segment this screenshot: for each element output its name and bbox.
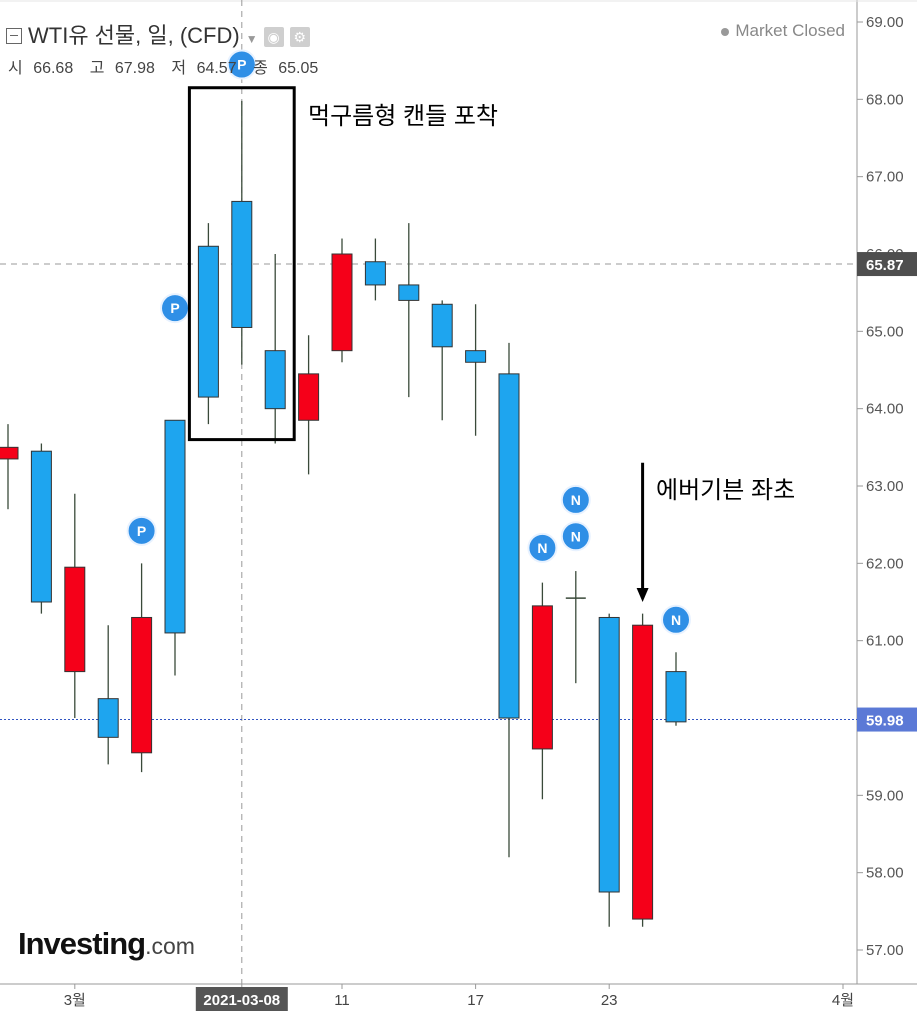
y-tick-label: 62.00: [866, 555, 904, 572]
ohlc-close: 종 65.05: [253, 60, 319, 77]
crosshair-price-label: 65.87: [866, 257, 904, 274]
candle-up: [465, 350, 487, 363]
candle-up: [231, 200, 253, 328]
status-dot-icon: [721, 27, 730, 36]
y-tick-label: 61.00: [866, 633, 904, 650]
candle-up: [364, 261, 386, 286]
candle-up: [598, 616, 620, 893]
candle-up: [431, 303, 453, 348]
investing-logo: Investing.com: [18, 926, 195, 961]
news-marker-letter: P: [137, 523, 146, 539]
candle-down: [131, 616, 153, 754]
y-tick-label: 63.00: [866, 478, 904, 495]
x-tick-label: 11: [334, 992, 350, 1009]
news-marker-letter: P: [170, 300, 179, 316]
last-price-badge: [857, 707, 917, 732]
y-tick-label: 59.00: [866, 787, 904, 804]
news-marker-letter: N: [537, 540, 547, 556]
candle-down: [632, 624, 654, 920]
x-tick-label: 2021-03-08: [203, 992, 280, 1009]
annotation-arrow-head: [636, 588, 649, 602]
last-price-label: 59.98: [866, 713, 904, 730]
x-tick-label: 23: [601, 992, 618, 1009]
box-annotation-label: 먹구름형 캔들 포착: [308, 103, 498, 130]
candle-up: [197, 245, 219, 398]
y-tick-label: 69.00: [866, 14, 904, 31]
x-tick-label: 4월: [832, 992, 854, 1009]
news-marker-letter: N: [671, 612, 681, 628]
highlight-box: [187, 86, 296, 442]
candle-up: [97, 698, 119, 738]
candle-up: [30, 450, 52, 603]
x-tick-label: 17: [467, 992, 484, 1009]
y-tick-label: 67.00: [866, 169, 904, 186]
y-tick-label: 57.00: [866, 942, 904, 959]
ohlc-low: 저 64.57: [171, 60, 237, 77]
candle-up: [164, 419, 186, 634]
y-tick-label: 65.00: [866, 323, 904, 340]
candle-up: [498, 373, 520, 719]
news-marker-icon[interactable]: [661, 604, 691, 635]
candle-up: [665, 671, 687, 723]
candle-up: [398, 284, 420, 301]
x-tick-label: 3월: [64, 992, 86, 1009]
ohlc-open: 시 66.68: [8, 60, 74, 77]
y-tick-label: 68.00: [866, 91, 904, 108]
news-marker-icon[interactable]: [560, 521, 591, 552]
candle-up: [264, 350, 286, 410]
settings-gear-icon[interactable]: ⚙: [289, 27, 310, 48]
instrument-title: WTI유 선물, 일, (CFD): [28, 23, 240, 48]
news-marker-icon[interactable]: [226, 49, 257, 80]
ohlc-high: 고 67.98: [89, 60, 155, 77]
candle-down: [531, 605, 553, 750]
dropdown-caret-icon[interactable]: ▼: [245, 32, 258, 46]
news-marker-icon[interactable]: [527, 532, 558, 563]
crosshair-price-badge: [857, 252, 917, 277]
ohlc-readout: 시 66.68 고 67.98 저 64.57 종 65.05: [8, 54, 330, 78]
candle-down: [331, 253, 353, 352]
arrow-annotation-label: 에버기븐 좌초: [656, 477, 796, 504]
news-marker-icon[interactable]: [126, 515, 157, 546]
crosshair-date-badge: [195, 987, 288, 1011]
candle-down: [64, 566, 86, 673]
y-tick-label: 64.00: [866, 401, 904, 418]
news-marker-letter: P: [237, 57, 246, 73]
candle-down: [298, 373, 320, 421]
collapse-icon[interactable]: [6, 28, 22, 44]
news-marker-letter: N: [571, 492, 581, 508]
y-tick-label: 58.00: [866, 865, 904, 882]
candle-down: [0, 446, 19, 460]
eye-icon[interactable]: ◉: [263, 27, 284, 48]
news-marker-letter: N: [571, 528, 581, 544]
market-status: Market Closed: [721, 21, 845, 41]
news-marker-icon[interactable]: [560, 484, 591, 515]
chart-header: WTI유 선물, 일, (CFD) ▼ ◉ ⚙: [6, 18, 310, 50]
